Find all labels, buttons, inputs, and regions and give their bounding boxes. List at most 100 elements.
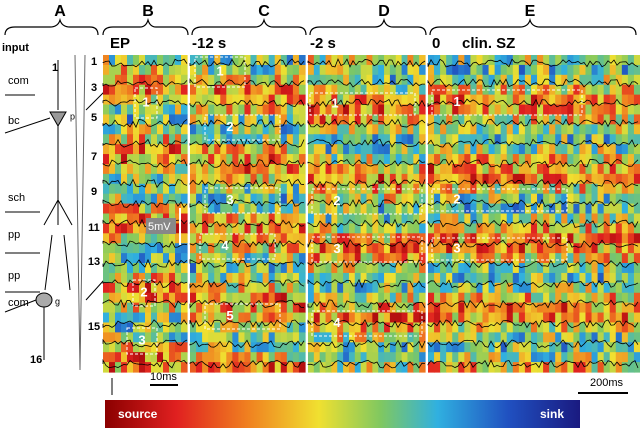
csd-cell	[286, 104, 294, 116]
csd-cell	[151, 163, 158, 175]
csd-cell	[597, 55, 605, 66]
csd-cell	[360, 154, 368, 165]
csd-cell	[372, 64, 379, 76]
csd-cell	[145, 183, 152, 195]
csd-cell	[169, 173, 176, 185]
roi-label: 3	[226, 192, 233, 207]
csd-cell	[389, 173, 397, 185]
csd-cell	[292, 203, 300, 215]
csd-cell	[506, 362, 514, 373]
csd-cell	[518, 302, 526, 314]
csd-cell	[512, 253, 520, 264]
csd-cell	[518, 74, 526, 86]
csd-cell	[401, 55, 409, 66]
csd-cell	[308, 312, 315, 324]
csd-cell	[452, 203, 459, 215]
csd-cell	[133, 114, 140, 125]
csd-cell	[292, 134, 300, 145]
csd-cell	[109, 282, 116, 294]
csd-cell	[220, 312, 227, 324]
csd-cell	[428, 332, 435, 343]
csd-cell	[208, 124, 215, 135]
csd-cell	[308, 342, 315, 353]
csd-cell	[384, 144, 391, 155]
csd-cell	[633, 154, 640, 165]
csd-cell	[214, 272, 221, 284]
csd-cell	[524, 272, 532, 284]
csd-cell	[597, 352, 605, 363]
csd-cell	[121, 154, 128, 165]
csd-cell	[292, 263, 300, 274]
csd-cell	[537, 193, 544, 205]
csd-cell	[591, 302, 599, 314]
csd-cell	[109, 203, 116, 215]
csd-cell	[337, 243, 344, 254]
trace	[307, 299, 426, 309]
csd-cell	[407, 263, 414, 274]
csd-cell	[169, 292, 176, 304]
csd-cell	[512, 312, 520, 324]
csd-cell	[384, 124, 391, 135]
csd-cell	[440, 223, 447, 234]
csd-cell	[232, 193, 240, 205]
csd-cell	[262, 223, 270, 234]
roi-label: 5	[226, 308, 233, 323]
csd-cell	[524, 193, 532, 205]
csd-cell	[175, 263, 182, 274]
csd-cell	[573, 114, 581, 125]
csd-cell	[609, 272, 617, 284]
csd-cell	[458, 163, 465, 175]
csd-cell	[603, 263, 611, 274]
csd-cell	[127, 332, 134, 343]
csd-cell	[567, 193, 574, 205]
csd-cell	[169, 193, 176, 205]
csd-cell	[262, 332, 270, 343]
input-label: com	[8, 297, 29, 309]
csd-cell	[298, 253, 306, 264]
csd-cell	[518, 94, 526, 106]
trace	[102, 178, 188, 189]
csd-cell	[220, 332, 227, 343]
csd-cell	[127, 352, 134, 363]
csd-cell	[452, 332, 459, 343]
csd-cell	[354, 302, 362, 314]
csd-cell	[274, 223, 282, 234]
csd-cell	[256, 203, 264, 215]
csd-cell	[482, 154, 490, 165]
csd-cell	[401, 263, 409, 274]
csd-cell	[325, 74, 332, 86]
csd-cell	[127, 74, 134, 86]
csd-cell	[354, 362, 362, 373]
csd-cell	[452, 253, 459, 264]
csd-cell	[337, 94, 344, 106]
csd-cell	[286, 312, 294, 324]
csd-cell	[325, 272, 332, 284]
csd-cell	[360, 94, 368, 106]
cell-label: g	[55, 296, 60, 306]
csd-cell	[163, 263, 170, 274]
csd-cell	[175, 362, 182, 373]
csd-cell	[500, 292, 508, 304]
csd-cell	[121, 114, 128, 125]
csd-cell	[413, 352, 420, 363]
trace	[427, 138, 639, 148]
csd-cell	[226, 163, 233, 175]
csd-cell	[549, 342, 556, 353]
csd-cell	[196, 193, 203, 205]
csd-cell	[145, 84, 152, 96]
csd-cell	[428, 342, 435, 353]
csd-cell	[482, 193, 490, 205]
csd-cell	[482, 183, 490, 195]
csd-cell	[603, 64, 611, 76]
csd-cell	[419, 332, 426, 343]
roi-box	[134, 87, 158, 119]
csd-cell	[500, 332, 508, 343]
csd-cell	[262, 183, 270, 195]
csd-cell	[325, 362, 332, 373]
csd-cell	[343, 74, 350, 86]
csd-cell	[354, 134, 362, 145]
csd-cell	[121, 183, 128, 195]
csd-cell	[262, 233, 270, 244]
csd-cell	[633, 342, 640, 353]
csd-cell	[567, 223, 574, 234]
